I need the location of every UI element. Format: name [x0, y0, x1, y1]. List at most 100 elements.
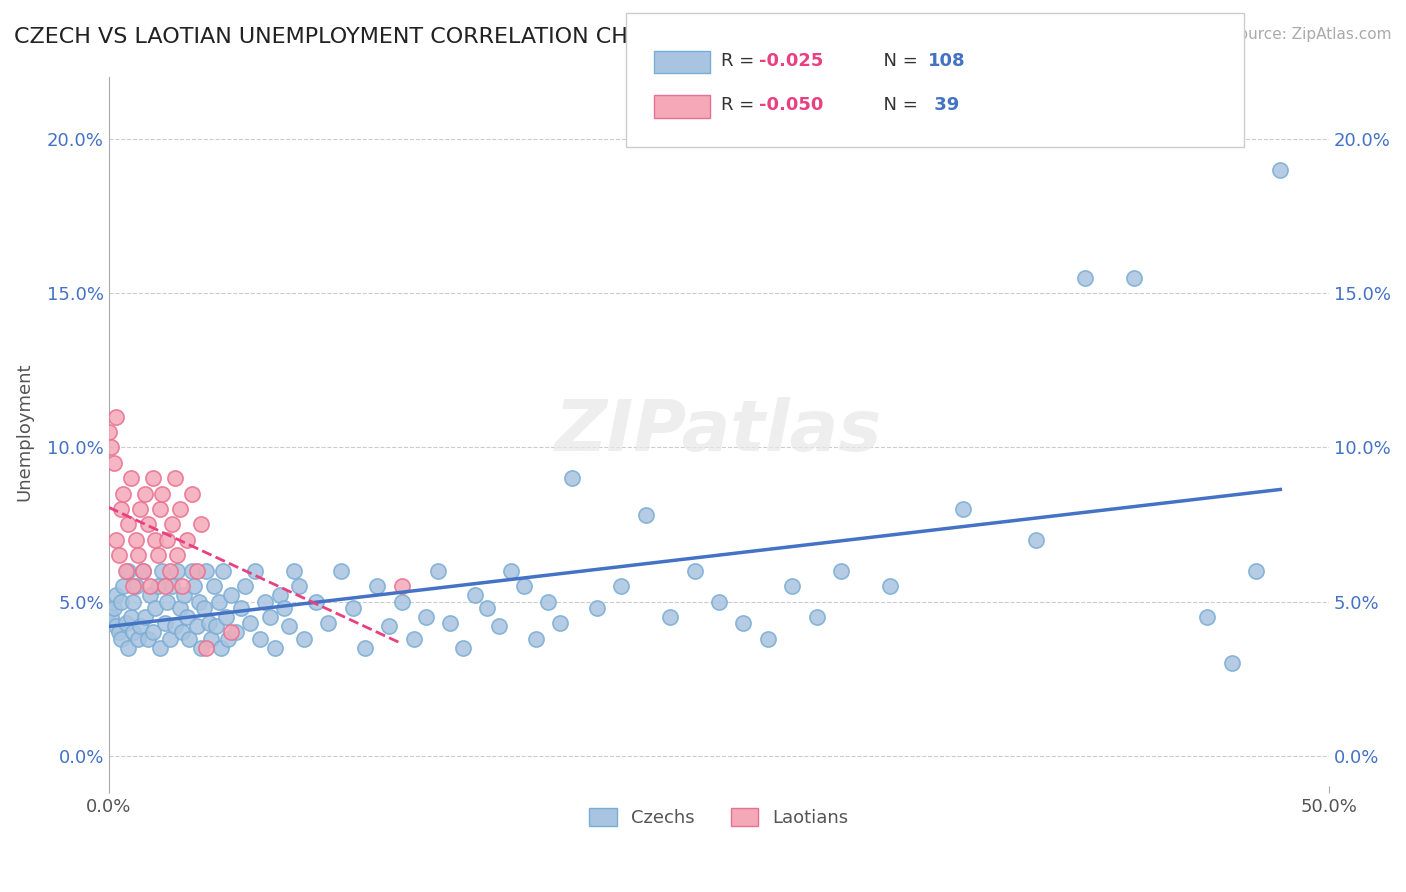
Point — [235, 579, 257, 593]
Point — [193, 600, 215, 615]
Point — [205, 619, 228, 633]
Point — [259, 610, 281, 624]
Point — [200, 632, 222, 646]
Point — [122, 625, 145, 640]
Point — [402, 632, 425, 646]
Text: R =: R = — [721, 52, 761, 70]
Text: CZECH VS LAOTIAN UNEMPLOYMENT CORRELATION CHART: CZECH VS LAOTIAN UNEMPLOYMENT CORRELATIO… — [14, 27, 671, 46]
Point — [127, 549, 149, 563]
Point — [780, 579, 803, 593]
Point — [114, 564, 136, 578]
Point — [550, 616, 572, 631]
Point — [136, 517, 159, 532]
Point — [512, 579, 534, 593]
Point — [110, 632, 132, 646]
Point — [952, 502, 974, 516]
Point — [134, 610, 156, 624]
Point — [120, 471, 142, 485]
Point — [253, 594, 276, 608]
Point — [170, 579, 193, 593]
Y-axis label: Unemployment: Unemployment — [15, 363, 32, 501]
Point — [756, 632, 779, 646]
Point — [139, 579, 162, 593]
Point — [183, 579, 205, 593]
Point — [225, 625, 247, 640]
Point — [439, 616, 461, 631]
Point — [173, 588, 195, 602]
Point — [318, 616, 340, 631]
Text: N =: N = — [872, 52, 924, 70]
Point — [561, 471, 583, 485]
Point — [1122, 270, 1144, 285]
Point — [156, 594, 179, 608]
Point — [634, 508, 657, 523]
Text: Source: ZipAtlas.com: Source: ZipAtlas.com — [1229, 27, 1392, 42]
Point — [212, 564, 235, 578]
Point — [451, 640, 474, 655]
Point — [195, 640, 218, 655]
Point — [1197, 610, 1219, 624]
Point — [149, 502, 172, 516]
Point — [163, 619, 186, 633]
Point — [152, 564, 174, 578]
Point — [249, 632, 271, 646]
Point — [112, 579, 135, 593]
Point — [1270, 162, 1292, 177]
Point — [707, 594, 730, 608]
Point — [129, 619, 152, 633]
Point — [207, 594, 229, 608]
Point — [153, 579, 176, 593]
Point — [683, 564, 706, 578]
Point — [159, 564, 181, 578]
Point — [170, 625, 193, 640]
Text: -0.025: -0.025 — [759, 52, 824, 70]
Point — [219, 625, 242, 640]
Point — [524, 632, 547, 646]
Point — [180, 486, 202, 500]
Point — [159, 632, 181, 646]
Point — [305, 594, 328, 608]
Point — [103, 456, 125, 470]
Point — [1025, 533, 1047, 547]
Point — [186, 564, 208, 578]
Point — [180, 564, 202, 578]
Point — [97, 604, 120, 618]
Point — [209, 640, 232, 655]
Point — [117, 517, 139, 532]
Point — [278, 619, 301, 633]
Point — [146, 549, 169, 563]
Point — [475, 600, 498, 615]
Point — [198, 616, 221, 631]
Legend: Czechs, Laotians: Czechs, Laotians — [582, 800, 856, 834]
Point — [1074, 270, 1097, 285]
Point — [283, 564, 305, 578]
Point — [100, 441, 122, 455]
Point — [103, 600, 125, 615]
Point — [391, 594, 413, 608]
Point — [229, 600, 252, 615]
Point — [143, 533, 166, 547]
Point — [124, 579, 146, 593]
Point — [830, 564, 852, 578]
Point — [190, 640, 212, 655]
Point — [354, 640, 377, 655]
Point — [134, 486, 156, 500]
Point — [107, 549, 129, 563]
Point — [659, 610, 682, 624]
Point — [160, 517, 183, 532]
Point — [186, 619, 208, 633]
Point — [488, 619, 510, 633]
Point — [152, 486, 174, 500]
Point — [239, 616, 262, 631]
Point — [114, 616, 136, 631]
Point — [391, 579, 413, 593]
Point — [105, 588, 128, 602]
Point — [195, 564, 218, 578]
Point — [163, 471, 186, 485]
Point — [100, 610, 122, 624]
Point — [176, 533, 198, 547]
Point — [269, 588, 291, 602]
Point — [149, 640, 172, 655]
Point — [288, 579, 311, 593]
Point — [142, 625, 165, 640]
